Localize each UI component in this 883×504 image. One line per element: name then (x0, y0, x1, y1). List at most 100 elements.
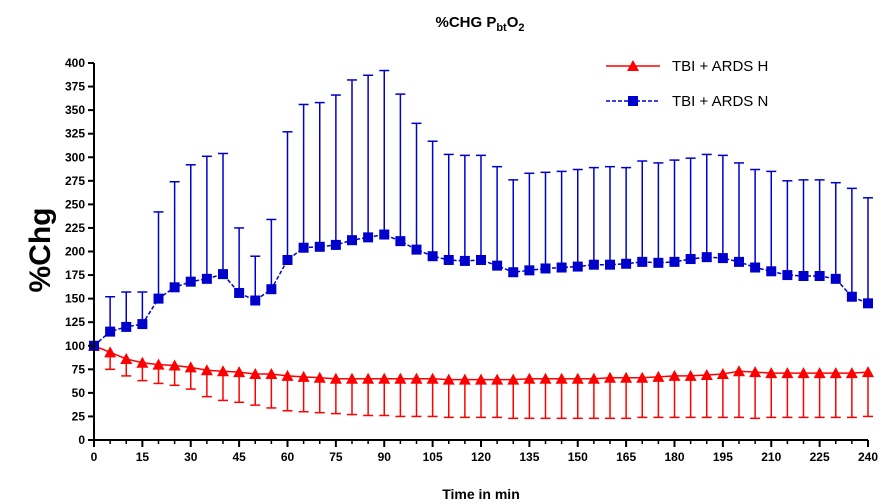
data-point (507, 373, 520, 385)
y-tick-label: 175 (65, 268, 85, 282)
data-point (410, 372, 423, 384)
x-tick-label: 60 (281, 450, 295, 464)
data-point (362, 372, 375, 384)
data-point (297, 370, 310, 382)
data-point (813, 367, 826, 379)
data-point (265, 368, 278, 380)
data-point (169, 282, 180, 293)
data-point (845, 367, 858, 379)
x-tick-label: 165 (616, 450, 636, 464)
data-point (442, 373, 455, 385)
data-point (701, 252, 712, 263)
data-point (636, 371, 649, 383)
x-tick-label: 225 (810, 450, 830, 464)
data-point (491, 373, 504, 385)
data-point (329, 372, 342, 384)
data-point (637, 256, 648, 267)
data-point (524, 265, 535, 276)
data-point (540, 263, 551, 274)
data-point (426, 372, 439, 384)
x-axis-label: Time in min (442, 486, 520, 502)
data-point (233, 366, 246, 378)
data-point (781, 367, 794, 379)
x-tick-label: 105 (423, 450, 443, 464)
data-point (313, 371, 326, 383)
data-point (152, 358, 165, 370)
y-tick-label: 350 (65, 103, 85, 117)
x-tick-label: 240 (858, 450, 878, 464)
series-layer (88, 69, 874, 420)
data-point (523, 372, 536, 384)
x-tick-label: 75 (329, 450, 343, 464)
data-point (605, 259, 615, 270)
data-point (282, 254, 293, 265)
data-point (427, 251, 438, 262)
data-point (217, 365, 229, 377)
chart-title: %CHG PbtO2 (435, 14, 524, 34)
x-tick-label: 15 (136, 450, 150, 464)
data-point (201, 273, 212, 284)
data-point (104, 346, 117, 358)
data-point (347, 235, 357, 246)
legend: TBI + ARDS H TBI + ARDS N (606, 58, 768, 110)
data-point (588, 259, 599, 270)
data-point (684, 369, 697, 381)
data-point (621, 258, 632, 269)
data-point (234, 287, 245, 298)
data-point (846, 291, 857, 302)
data-point (379, 229, 390, 240)
data-point (829, 367, 842, 379)
data-point (863, 298, 873, 309)
data-point (587, 372, 600, 384)
data-point (250, 295, 261, 306)
data-point (604, 371, 616, 383)
data-point (571, 372, 584, 384)
y-tick-label: 50 (72, 386, 86, 400)
data-point (814, 271, 825, 282)
x-tick-label: 150 (568, 450, 588, 464)
data-point (492, 260, 503, 271)
y-tick-label: 0 (78, 433, 85, 447)
y-tick-label: 275 (65, 174, 85, 188)
data-point (185, 276, 196, 287)
data-point (249, 368, 262, 380)
data-point (620, 371, 633, 383)
data-point (168, 359, 181, 371)
series-tbi-ards-n (89, 69, 873, 351)
data-point (136, 356, 149, 368)
data-point (750, 262, 761, 273)
legend-label: TBI + ARDS H (672, 58, 768, 75)
x-tick-label: 90 (378, 450, 392, 464)
data-point (137, 319, 148, 330)
data-point (314, 241, 325, 252)
data-point (458, 373, 471, 385)
y-tick-label: 325 (65, 127, 85, 141)
data-point (733, 365, 745, 377)
data-point (508, 267, 519, 278)
data-point (749, 366, 762, 378)
y-tick-label: 250 (65, 197, 85, 211)
data-point (556, 262, 567, 273)
data-point (476, 254, 486, 265)
data-point (218, 269, 228, 280)
data-point (346, 372, 358, 384)
data-point (200, 364, 213, 376)
data-point (443, 254, 454, 265)
data-point (782, 270, 793, 281)
data-point (153, 293, 164, 304)
data-point (734, 256, 744, 267)
y-tick-label: 375 (65, 80, 85, 94)
data-point (184, 361, 197, 373)
data-point (668, 369, 681, 381)
data-point (459, 255, 470, 266)
y-tick-label: 300 (65, 150, 85, 164)
data-point (652, 370, 665, 382)
y-tick-label: 200 (65, 245, 85, 259)
data-point (653, 257, 664, 268)
data-point (121, 321, 132, 332)
data-point (700, 368, 713, 380)
y-tick-label: 75 (72, 362, 86, 376)
y-tick-label: 225 (65, 221, 85, 235)
data-point (475, 373, 487, 385)
